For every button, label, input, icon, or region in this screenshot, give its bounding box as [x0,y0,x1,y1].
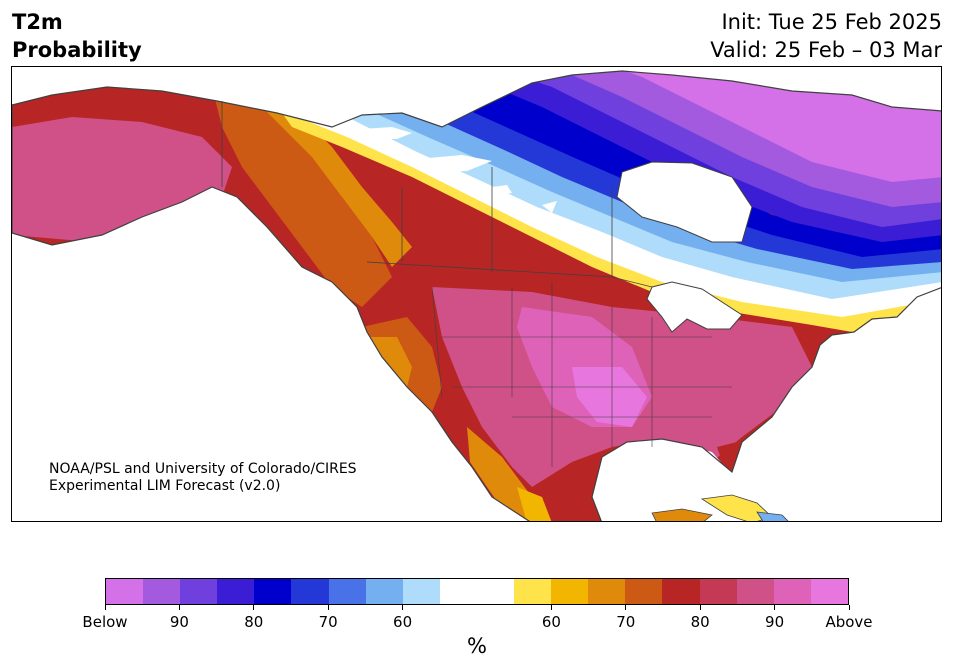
credit-line-1: NOAA/PSL and University of Colorado/CIRE… [49,461,357,477]
colorbar-segment [106,579,144,604]
colorbar-segment [551,579,589,604]
colorbar-tick-mark [253,605,255,610]
credit-line-2: Experimental LIM Forecast (v2.0) [49,478,281,494]
colorbar-tick-label: Below [82,613,128,631]
colorbar-tick-mark [848,605,850,610]
colorbar-tick-label: 70 [616,613,636,631]
colorbar-tick-label: 80 [690,613,710,631]
colorbar-segment [365,579,403,604]
colorbar-tick-mark [178,605,180,610]
colorbar-segment [328,579,366,604]
colorbar-tick-label: Above [825,613,873,631]
colorbar-tick-label: 90 [765,613,785,631]
colorbar-segment [662,579,700,604]
colorbar-tick-mark [774,605,776,610]
init-date: Init: Tue 25 Feb 2025 [721,10,942,34]
title-line-1: T2m [12,10,63,34]
colorbar-segment [625,579,663,604]
colorbar-segment [180,579,218,604]
colorbar-tick-label: 60 [541,613,561,631]
colorbar-tick-label: 80 [244,613,264,631]
title-line-2: Probability [12,38,142,62]
colorbar-segment [439,579,477,604]
colorbar-segment [514,579,552,604]
forecast-dates: Init: Tue 25 Feb 2025 Valid: 25 Feb – 03… [710,8,942,64]
colorbar-segment [291,579,329,604]
probability-field [12,71,941,521]
colorbar-unit: % [467,634,487,658]
colorbar-segment [773,579,811,604]
colorbar-tick-label: 90 [169,613,189,631]
colorbar-tick-label: 60 [393,613,413,631]
valid-dates: Valid: 25 Feb – 03 Mar [710,38,942,62]
colorbar-tick-mark [402,605,404,610]
colorbar-segment [143,579,181,604]
colorbar-segment [810,579,848,604]
probability-map [12,70,941,521]
colorbar-tick-mark [104,605,106,610]
chart-title: T2m Probability [12,8,142,64]
colorbar-segment [402,579,440,604]
colorbar-segment [217,579,255,604]
colorbar-segment [588,579,626,604]
map-panel [11,66,942,522]
colorbar-tick-label: 70 [318,613,338,631]
colorbar-segment [476,579,515,604]
colorbar-segment [254,579,292,604]
colorbar [105,578,849,605]
credit-text: NOAA/PSL and University of Colorado/CIRE… [49,461,357,495]
colorbar-tick-mark [625,605,627,610]
colorbar-segment [736,579,774,604]
colorbar-tick-mark [327,605,329,610]
colorbar-tick-mark [550,605,552,610]
colorbar-tick-mark [699,605,701,610]
colorbar-segment [699,579,737,604]
